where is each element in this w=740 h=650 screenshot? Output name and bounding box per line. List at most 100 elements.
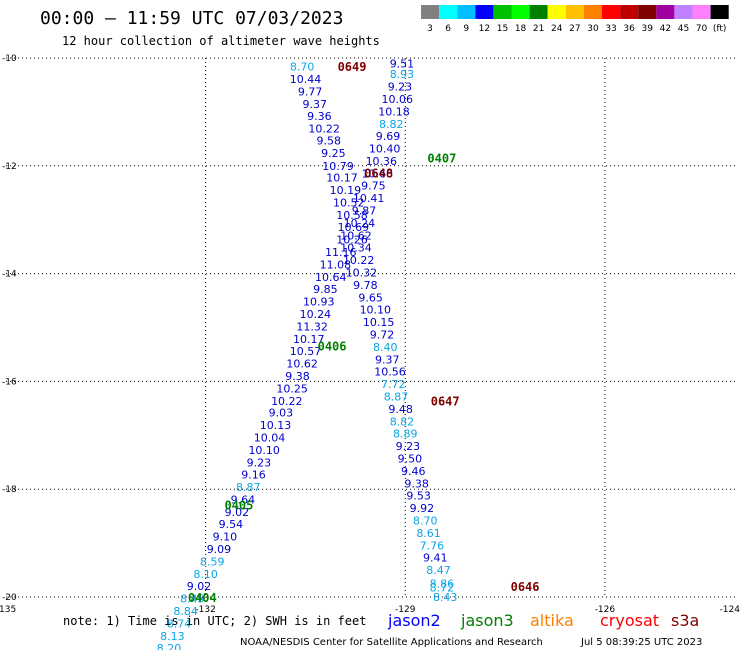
wave-height-label: 8.89 [393, 428, 418, 441]
wave-height-label: 9.50 [398, 452, 423, 465]
legend-label: 21 [533, 24, 544, 34]
pass-time-label: 0406 [318, 339, 347, 353]
wave-height-label: 10.36 [366, 155, 398, 168]
wave-height-label: 10.58 [336, 209, 368, 222]
y-tick-label: -16 [2, 377, 17, 387]
chart-subtitle: 12 hour collection of altimeter wave hei… [62, 34, 380, 48]
wave-height-label: 10.24 [300, 308, 332, 321]
wave-height-label: 10.32 [346, 267, 378, 280]
footer-note: note: 1) Time is in UTC; 2) SWH is in fe… [63, 614, 366, 628]
wave-height-label: 10.62 [286, 358, 318, 371]
y-tick-label: -20 [2, 593, 17, 603]
color-scale-legend: 3 6 9 12 15 18 21 24 27 30 33 36 39 42 45 70 (ft) [421, 5, 729, 34]
wave-height-label: 9.53 [406, 490, 431, 503]
x-tick-label: -132 [195, 605, 215, 615]
legend-swatch [529, 5, 548, 19]
x-axis-ticks: -135-132-129-126-123-124 [0, 605, 740, 615]
wave-height-label: 8.74 [167, 617, 192, 630]
wave-height-label: 10.40 [369, 143, 401, 156]
wave-height-label: 9.85 [313, 283, 338, 296]
wave-height-label: 9.25 [321, 147, 346, 160]
wave-height-label: 8.43 [433, 591, 458, 604]
legend-swatch [656, 5, 675, 19]
wave-height-label: 10.24 [344, 217, 376, 230]
wave-height-label: 7.76 [420, 539, 445, 552]
wave-height-label: 9.23 [388, 81, 413, 94]
legend-label: 15 [497, 24, 508, 34]
pass-time-label: 0648 [364, 166, 393, 180]
wave-height-label: 10.56 [374, 366, 406, 379]
wave-height-label: 8.20 [157, 642, 182, 650]
pass-time-label: 0404 [188, 591, 217, 605]
wave-height-label: 10.62 [340, 229, 372, 242]
wave-height-label: 10.15 [363, 316, 395, 329]
legend-label: 24 [551, 24, 563, 34]
wave-height-label: 10.06 [382, 93, 414, 106]
wave-height-label: 11.16 [325, 246, 357, 259]
wave-height-label: 10.93 [303, 296, 335, 309]
legend-swatch [583, 5, 602, 19]
wave-height-label: 11.08 [320, 258, 352, 271]
wave-height-label: 8.93 [390, 68, 415, 81]
wave-height-points: 8.7010.449.779.379.3610.229.589.2510.791… [157, 57, 458, 650]
wave-height-label: 9.41 [423, 552, 448, 565]
wave-height-label: 8.82 [390, 415, 415, 428]
wave-height-label: 8.72 [430, 581, 455, 594]
wave-height-label: 10.17 [326, 172, 358, 185]
wave-height-label: 8.84 [173, 605, 198, 618]
wave-height-label: 7.72 [381, 378, 406, 391]
wave-height-label: 8.10 [193, 568, 218, 581]
wave-height-label: 9.48 [388, 403, 413, 416]
legend-label: 39 [642, 24, 654, 34]
legend-label: 45 [678, 24, 689, 34]
legend-swatch [602, 5, 621, 19]
wave-height-label: 10.22 [308, 123, 340, 136]
legend-swatch [511, 5, 530, 19]
pass-time-label: 0649 [338, 60, 367, 74]
wave-height-label: 9.87 [352, 205, 377, 218]
wave-height-label: 9.02 [225, 506, 250, 519]
legend-label: 6 [445, 24, 451, 34]
satellite-name: s3a [671, 611, 699, 630]
wave-height-label: 9.38 [285, 370, 310, 383]
wave-height-label: 9.78 [353, 279, 378, 292]
wave-height-label: 10.57 [290, 345, 322, 358]
y-tick-label: -14 [2, 270, 17, 280]
y-axis-ticks: -10 -12 -14 -16 -18 -20 [2, 54, 17, 603]
wave-height-label: 9.65 [358, 291, 383, 304]
wave-height-label: 9.03 [269, 407, 294, 420]
wave-height-label: 10.34 [340, 242, 372, 255]
legend-label: 3 [427, 24, 433, 34]
wave-height-label: 8.70 [413, 514, 438, 527]
wave-height-label: 9.16 [241, 469, 266, 482]
wave-height-label: 10.10 [360, 304, 392, 317]
satellite-name: jason2 [387, 611, 441, 630]
wave-height-label: 8.59 [200, 555, 225, 568]
wave-height-label: 10.25 [276, 382, 308, 395]
legend-swatch [457, 5, 476, 19]
wave-height-label: 9.36 [307, 110, 332, 123]
wave-height-label: 9.75 [361, 180, 386, 193]
legend-swatch [475, 5, 494, 19]
wave-height-label: 10.17 [293, 333, 325, 346]
wave-height-label: 8.47 [426, 564, 451, 577]
legend-label: 36 [623, 24, 635, 34]
wave-height-label: 9.02 [187, 580, 212, 593]
wave-height-label: 10.79 [322, 160, 354, 173]
wave-height-label: 10.10 [248, 444, 280, 457]
footer-timestamp: Jul 5 08:39:25 UTC 2023 [580, 637, 702, 648]
wave-height-label: 8.82 [379, 118, 404, 131]
wave-height-label: 9.37 [375, 353, 400, 366]
wave-height-label: 9.51 [390, 57, 415, 70]
wave-height-label: 9.72 [370, 329, 395, 342]
satellite-legend: jason2 jason3 altika cryosat s3a [387, 611, 699, 630]
legend-swatch [493, 5, 512, 19]
legend-swatch [692, 5, 711, 19]
legend-swatch [638, 5, 657, 19]
wave-height-label: 8.70 [290, 61, 315, 74]
wave-height-label: 8.61 [416, 527, 441, 540]
wave-height-label: 10.22 [271, 395, 303, 408]
wave-height-label: 10.52 [333, 196, 365, 209]
legend-label: 18 [515, 24, 527, 34]
wave-height-label: 9.37 [303, 98, 328, 111]
